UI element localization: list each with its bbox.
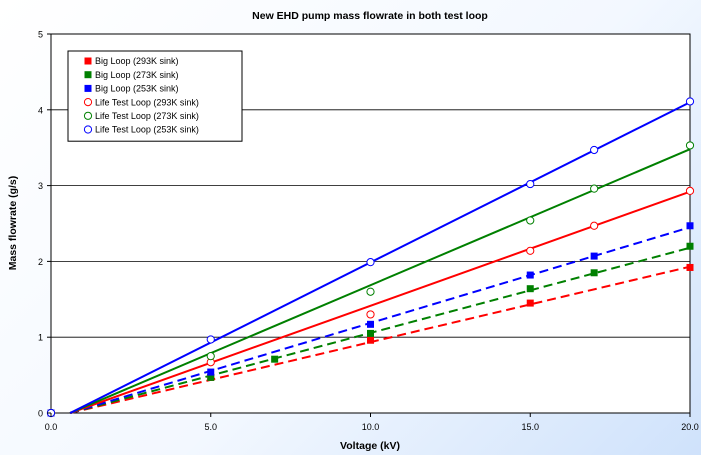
- trend-line: [69, 190, 691, 414]
- legend-marker: [83, 98, 93, 107]
- legend-label: Life Test Loop (253K sink): [95, 125, 199, 135]
- x-tick-label: 0.0: [45, 422, 58, 432]
- x-tick-label: 10.0: [362, 422, 380, 432]
- x-axis: 0.0 5.0 10.0 15.0 20.0: [45, 413, 699, 432]
- data-point: [206, 352, 215, 361]
- legend-label: Life Test Loop (273K sink): [95, 111, 199, 121]
- data-point: [366, 310, 375, 319]
- data-point: [590, 221, 599, 230]
- x-tick-label: 20.0: [681, 422, 699, 432]
- trend-lines: [69, 101, 691, 414]
- legend-marker: [83, 111, 93, 120]
- x-tick-label: 15.0: [521, 422, 539, 432]
- data-point: [366, 287, 375, 296]
- trend-line: [69, 101, 691, 414]
- data-point: [686, 242, 694, 250]
- data-point: [206, 335, 215, 344]
- legend-marker: [84, 57, 92, 65]
- data-point: [590, 145, 599, 155]
- legend-marker: [84, 84, 92, 92]
- data-point: [590, 184, 599, 193]
- y-tick-label: 1: [38, 333, 43, 343]
- data-point: [686, 222, 694, 230]
- data-point: [590, 269, 598, 277]
- trend-line: [69, 265, 691, 414]
- y-tick-label: 5: [38, 30, 43, 40]
- data-point: [685, 186, 695, 196]
- legend-label: Life Test Loop (293K sink): [95, 97, 199, 107]
- trend-line: [69, 226, 691, 414]
- y-axis-label: Mass flowrate (g/s): [7, 176, 19, 271]
- x-tick-label: 5.0: [204, 422, 217, 432]
- trend-line: [69, 246, 691, 414]
- legend-box: [67, 50, 243, 142]
- legend-marker: [84, 71, 92, 79]
- data-point: [685, 97, 695, 106]
- y-tick-label: 4: [38, 105, 43, 115]
- trend-line: [69, 148, 691, 414]
- legend-marker: [83, 125, 93, 134]
- data-point: [367, 329, 374, 337]
- data-point: [366, 258, 375, 267]
- data-point: [207, 368, 215, 376]
- data-point: [686, 263, 694, 271]
- y-tick-label: 2: [38, 257, 43, 267]
- data-point: [526, 285, 534, 293]
- y-tick-label: 3: [38, 181, 43, 191]
- data-point: [526, 179, 535, 189]
- y-tick-label: 0: [38, 409, 43, 419]
- chart-title: New EHD pump mass flowrate in both test …: [252, 10, 488, 22]
- legend-label: Big Loop (293K sink): [95, 56, 179, 66]
- x-axis-label: Voltage (kV): [340, 440, 400, 452]
- data-point: [685, 141, 695, 150]
- data-point: [207, 373, 215, 381]
- legend-label: Big Loop (253K sink): [95, 84, 179, 94]
- data-point: [590, 252, 598, 260]
- legend-label: Big Loop (273K sink): [95, 70, 179, 80]
- data-point: [526, 246, 535, 255]
- y-axis: 0 1 2 3 4 5: [38, 30, 51, 419]
- data-point: [526, 271, 534, 279]
- data-point: [367, 336, 374, 344]
- legend: Big Loop (293K sink) Big Loop (273K sink)…: [67, 50, 243, 142]
- data-point: [526, 216, 535, 225]
- data-point: [271, 355, 279, 363]
- data-point: [526, 299, 534, 307]
- data-point: [367, 320, 374, 328]
